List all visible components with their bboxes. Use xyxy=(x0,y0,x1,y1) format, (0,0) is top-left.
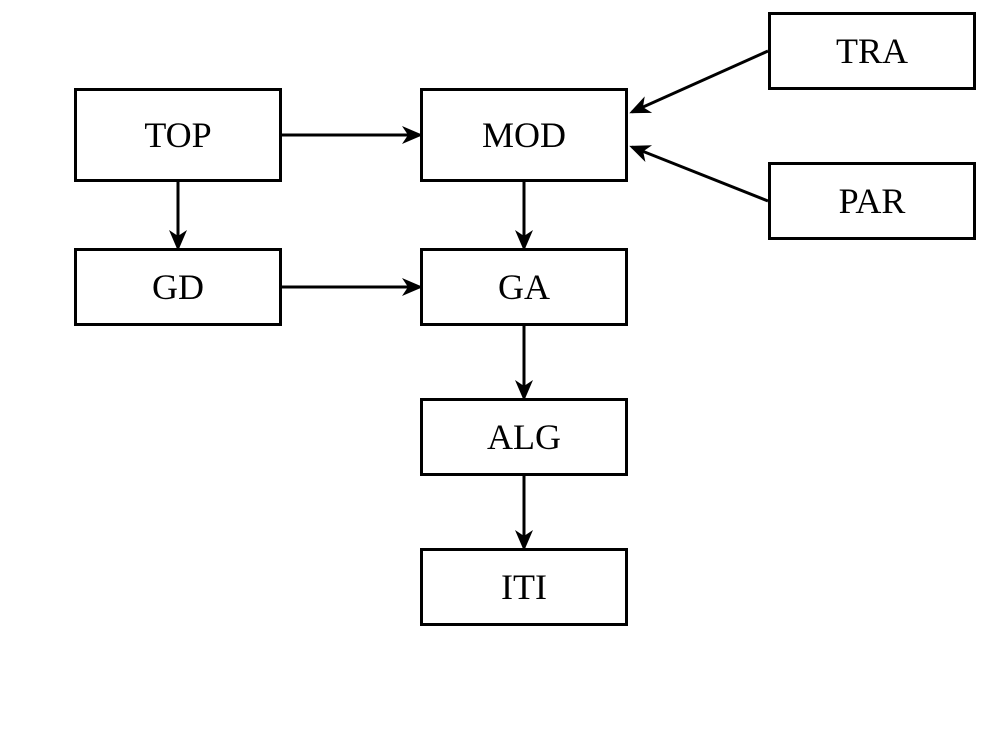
node-iti: ITI xyxy=(420,548,628,626)
node-iti-label: ITI xyxy=(501,566,547,608)
node-tra: TRA xyxy=(768,12,976,90)
edge-tra-to-mod xyxy=(632,51,768,112)
node-mod: MOD xyxy=(420,88,628,182)
node-gd: GD xyxy=(74,248,282,326)
node-gd-label: GD xyxy=(152,266,204,308)
node-ga-label: GA xyxy=(498,266,550,308)
edge-par-to-mod xyxy=(632,147,768,201)
node-mod-label: MOD xyxy=(482,114,566,156)
node-alg-label: ALG xyxy=(487,416,561,458)
node-par-label: PAR xyxy=(839,180,906,222)
node-par: PAR xyxy=(768,162,976,240)
node-ga: GA xyxy=(420,248,628,326)
node-tra-label: TRA xyxy=(836,30,908,72)
node-alg: ALG xyxy=(420,398,628,476)
node-top-label: TOP xyxy=(144,114,211,156)
node-top: TOP xyxy=(74,88,282,182)
flowchart-canvas: TOP MOD TRA PAR GD GA ALG ITI xyxy=(0,0,1000,744)
